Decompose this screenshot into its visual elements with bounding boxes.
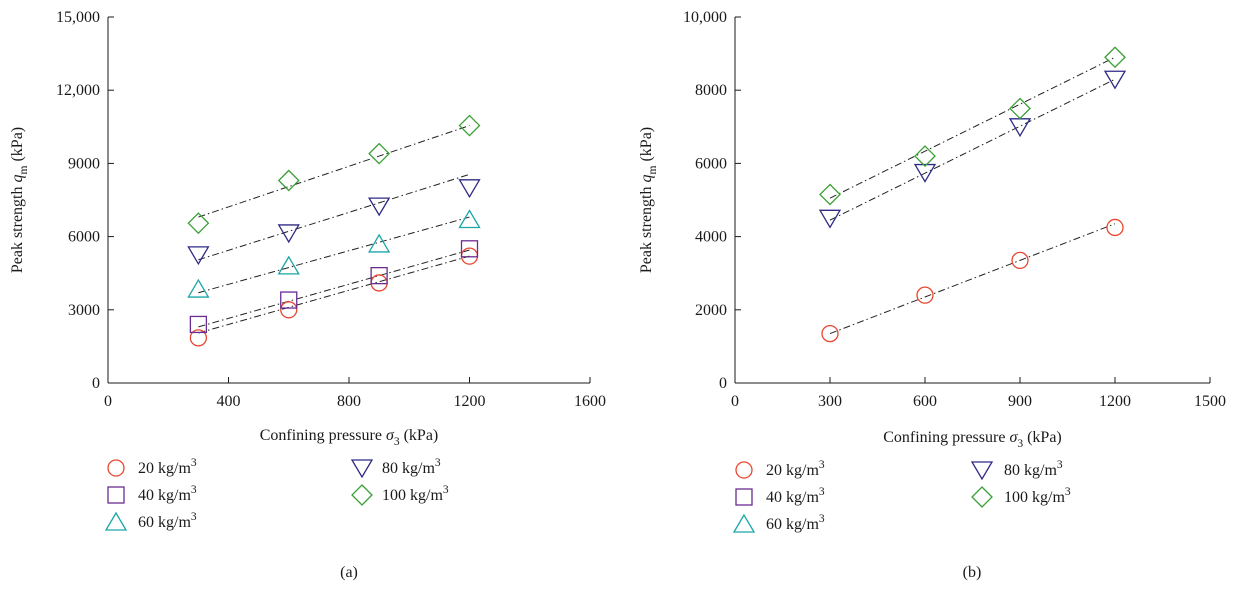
x-tick-label: 1500 xyxy=(1194,393,1226,410)
legend-marker xyxy=(732,513,756,533)
legend-label: 40 kg/m3 xyxy=(766,486,825,506)
legend-marker xyxy=(350,459,374,479)
fit-line xyxy=(198,125,470,218)
data-point xyxy=(368,142,391,165)
legend-label: 100 kg/m3 xyxy=(1004,486,1071,506)
fit-line xyxy=(829,223,1116,335)
fit-line xyxy=(198,255,470,334)
legend-label: 40 kg/m3 xyxy=(138,484,197,504)
y-tick-label: 3000 xyxy=(68,302,100,319)
y-tick-label: 12,000 xyxy=(56,82,100,99)
data-point xyxy=(914,145,936,167)
legend-label: 80 kg/m3 xyxy=(1004,459,1063,479)
legend-label: 60 kg/m3 xyxy=(138,511,197,531)
panel-label: (b) xyxy=(963,564,982,581)
x-tick-label: 600 xyxy=(913,393,937,410)
x-tick-label: 0 xyxy=(104,393,112,410)
y-tick-label: 10,000 xyxy=(683,9,727,26)
y-tick-label: 6000 xyxy=(695,155,727,172)
legend-label: 80 kg/m3 xyxy=(382,457,441,477)
data-point xyxy=(1106,218,1124,237)
data-point xyxy=(913,163,937,183)
data-point xyxy=(187,212,210,235)
data-point xyxy=(280,291,298,309)
x-tick-label: 1200 xyxy=(454,393,486,410)
legend-label: 60 kg/m3 xyxy=(766,513,825,533)
data-point xyxy=(277,169,300,192)
data-point xyxy=(458,179,481,199)
x-axis-title: Confining pressure σ3 (kPa) xyxy=(260,427,439,448)
data-point xyxy=(819,183,841,206)
fit-line xyxy=(829,56,1116,199)
data-point xyxy=(370,274,388,292)
data-point xyxy=(1011,251,1029,270)
x-tick-label: 400 xyxy=(217,393,241,410)
chart-panel-1: 0 400 800 1200 1600 0 3000 6000 9000 12,000 15,000… xyxy=(9,9,606,581)
data-point xyxy=(458,209,481,229)
data-point xyxy=(189,315,208,334)
x-tick-label: 300 xyxy=(818,393,842,410)
data-point xyxy=(1009,97,1031,120)
data-point xyxy=(189,329,208,347)
y-tick-label: 0 xyxy=(92,375,100,392)
y-axis-title: Peak strength qm (kPa) xyxy=(638,127,659,273)
data-point xyxy=(821,324,839,343)
y-tick-label: 2000 xyxy=(695,302,727,319)
y-tick-label: 9000 xyxy=(68,155,100,172)
legend-label: 20 kg/m3 xyxy=(138,457,197,477)
data-point xyxy=(370,266,388,285)
legend-marker xyxy=(104,511,128,531)
x-tick-label: 0 xyxy=(731,393,739,410)
legend-marker xyxy=(735,461,753,479)
legend-marker xyxy=(107,486,125,504)
data-point xyxy=(277,224,300,244)
x-axis-title: Confining pressure σ3 (kPa) xyxy=(883,429,1062,450)
data-point xyxy=(916,286,934,304)
y-axis-title: Peak strength qm (kPa) xyxy=(9,127,30,273)
fit-line xyxy=(198,173,470,261)
legend-marker xyxy=(971,486,993,508)
legend-marker xyxy=(107,459,125,477)
x-tick-label: 800 xyxy=(337,393,361,410)
data-point xyxy=(1104,46,1126,69)
data-point xyxy=(458,114,481,137)
legend-marker xyxy=(970,461,994,481)
data-point xyxy=(818,209,842,229)
legend-marker xyxy=(735,488,753,506)
x-tick-label: 1600 xyxy=(574,393,606,410)
fit-line xyxy=(198,249,470,328)
data-point xyxy=(280,301,298,319)
chart-panel-2: 0 300 600 900 1200 1500 0 2000 4000 6000 8000 10,00… xyxy=(638,9,1226,581)
y-tick-label: 8000 xyxy=(695,82,727,99)
panel-label: (a) xyxy=(340,564,358,581)
y-tick-label: 4000 xyxy=(695,229,727,246)
data-point xyxy=(187,246,210,266)
y-tick-label: 0 xyxy=(719,375,727,392)
legend-label: 20 kg/m3 xyxy=(766,459,825,479)
x-tick-label: 1200 xyxy=(1099,393,1131,410)
y-tick-label: 15,000 xyxy=(56,9,100,26)
fit-line xyxy=(198,216,470,294)
fit-line xyxy=(829,78,1116,221)
legend-label: 100 kg/m3 xyxy=(382,484,449,504)
data-point xyxy=(187,278,210,298)
data-point xyxy=(367,233,391,253)
data-point xyxy=(277,255,300,275)
data-point xyxy=(367,197,391,217)
data-point xyxy=(1008,118,1032,138)
legend-marker xyxy=(351,484,373,506)
data-point xyxy=(1103,70,1127,90)
y-tick-label: 6000 xyxy=(68,229,100,246)
data-point xyxy=(460,240,479,258)
x-tick-label: 900 xyxy=(1008,393,1032,410)
